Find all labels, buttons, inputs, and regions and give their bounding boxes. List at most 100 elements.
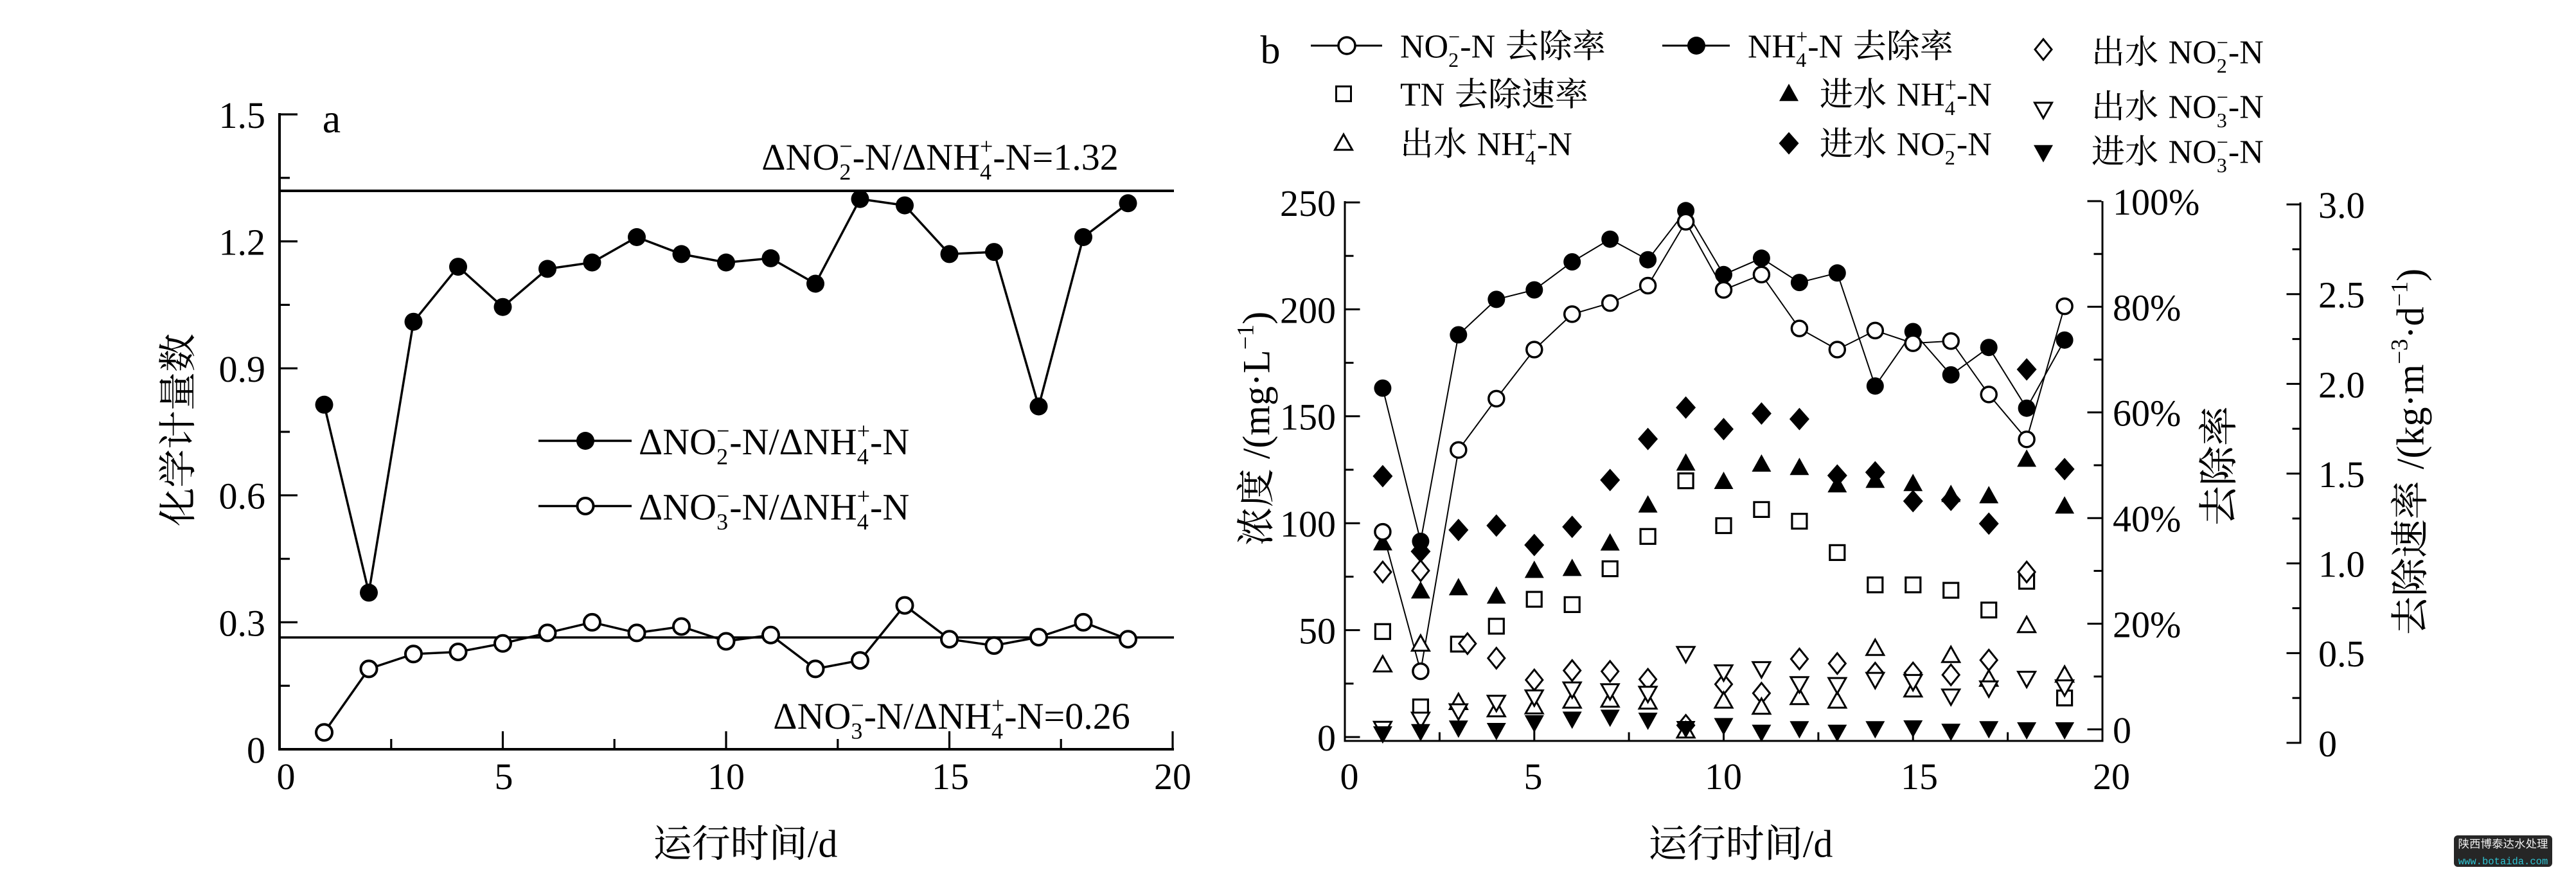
svg-text:-N=0.26: -N=0.26: [1004, 695, 1130, 737]
svg-text:NO: NO: [2169, 89, 2217, 126]
svg-text:+: +: [1945, 73, 1957, 96]
svg-text:2: 2: [2217, 54, 2227, 77]
svg-text:-N: -N: [1957, 77, 1992, 114]
svg-text:−: −: [716, 418, 729, 444]
svg-text:1.5: 1.5: [219, 94, 266, 136]
svg-text:1.2: 1.2: [219, 222, 266, 263]
svg-text:b: b: [1261, 28, 1281, 72]
svg-text:-N: -N: [2228, 134, 2264, 171]
svg-text:ΔNO: ΔNO: [639, 421, 716, 463]
svg-text:−: −: [716, 483, 729, 509]
svg-text:NH: NH: [1477, 127, 1525, 163]
svg-text:-N: -N: [2228, 89, 2264, 126]
svg-text:+: +: [857, 483, 870, 509]
svg-text:10: 10: [1705, 756, 1742, 797]
svg-text:40%: 40%: [2113, 498, 2181, 540]
svg-text:100: 100: [1280, 503, 1336, 545]
svg-text:+: +: [991, 693, 1004, 718]
svg-text:0: 0: [1317, 717, 1336, 759]
svg-text:NH: NH: [1897, 77, 1945, 114]
svg-text:): ): [2390, 269, 2432, 281]
svg-text:0.3: 0.3: [219, 602, 266, 644]
svg-text:−1: −1: [2386, 281, 2413, 307]
svg-text:+: +: [1796, 25, 1808, 48]
svg-text:TN: TN: [1400, 77, 1444, 114]
svg-text:5: 5: [495, 756, 513, 797]
svg-text:-N: -N: [1460, 29, 1495, 66]
svg-text:-N: -N: [870, 486, 909, 528]
svg-text:−: −: [839, 134, 852, 159]
svg-text:-N: -N: [870, 421, 909, 463]
svg-text:20: 20: [2093, 756, 2130, 797]
svg-text:2.5: 2.5: [2318, 274, 2365, 316]
svg-text:NO: NO: [1897, 127, 1945, 163]
svg-text:-N=1.32: -N=1.32: [993, 136, 1118, 178]
svg-text:): ): [1236, 312, 1278, 325]
svg-text:-N: -N: [1957, 127, 1992, 163]
svg-text:100%: 100%: [2113, 181, 2199, 223]
svg-text:−1: −1: [1232, 325, 1259, 350]
svg-text:4: 4: [991, 718, 1003, 744]
svg-text:-N: -N: [2228, 35, 2264, 71]
svg-text:0.5: 0.5: [2318, 633, 2365, 675]
svg-text:+: +: [1525, 123, 1537, 146]
svg-text:a: a: [323, 96, 341, 141]
svg-text:10: 10: [707, 756, 745, 797]
svg-text:+: +: [980, 134, 993, 159]
svg-text:-N/ΔNH: -N/ΔNH: [864, 695, 991, 737]
svg-text:0: 0: [277, 756, 296, 797]
svg-text:4: 4: [857, 444, 869, 470]
svg-text:2.0: 2.0: [2318, 364, 2365, 405]
svg-text:·d: ·d: [2390, 307, 2432, 339]
svg-text:NO: NO: [2169, 134, 2217, 171]
svg-text:−: −: [2217, 31, 2228, 54]
svg-text:−: −: [2217, 85, 2228, 109]
svg-text:4: 4: [1796, 48, 1806, 71]
svg-text:−3: −3: [2386, 339, 2413, 364]
svg-text:0: 0: [2113, 709, 2131, 751]
svg-text:ΔNO: ΔNO: [773, 695, 851, 737]
svg-text:ΔNO: ΔNO: [639, 486, 716, 528]
svg-text:15: 15: [932, 756, 969, 797]
svg-text:0.6: 0.6: [219, 476, 266, 517]
svg-text:/d: /d: [808, 823, 838, 866]
svg-text:0: 0: [1340, 756, 1359, 797]
svg-text:4: 4: [980, 159, 991, 185]
svg-text:80%: 80%: [2113, 287, 2181, 328]
svg-text:3: 3: [2217, 154, 2227, 177]
svg-text:ΔNO: ΔNO: [761, 136, 839, 178]
svg-text:-N/ΔNH: -N/ΔNH: [729, 421, 857, 463]
svg-text:2: 2: [716, 444, 728, 470]
svg-text:5: 5: [1524, 756, 1543, 797]
svg-text:-N/ΔNH: -N/ΔNH: [853, 136, 980, 178]
svg-text:NO: NO: [1400, 29, 1448, 66]
svg-text:4: 4: [1945, 96, 1955, 120]
svg-text:20%: 20%: [2113, 604, 2181, 646]
svg-text:2: 2: [839, 159, 851, 185]
svg-text:1.0: 1.0: [2318, 544, 2365, 585]
svg-text:−: −: [1448, 25, 1460, 48]
svg-text:-N: -N: [1808, 29, 1843, 66]
svg-text:-N: -N: [1537, 127, 1572, 163]
svg-text:3.0: 3.0: [2318, 184, 2365, 226]
svg-text:1.5: 1.5: [2318, 454, 2365, 495]
svg-text:−: −: [851, 693, 864, 718]
svg-text:/(mg·L: /(mg·L: [1236, 350, 1278, 459]
svg-text:20: 20: [1154, 756, 1191, 797]
svg-text:NO: NO: [2169, 35, 2217, 71]
svg-text:-N/ΔNH: -N/ΔNH: [729, 486, 857, 528]
svg-text:3: 3: [2217, 109, 2227, 132]
svg-text:NH: NH: [1748, 29, 1796, 66]
svg-text:15: 15: [1901, 756, 1938, 797]
svg-text:3: 3: [716, 509, 728, 535]
svg-text:www.botaida.com: www.botaida.com: [2458, 856, 2548, 868]
svg-text:50: 50: [1299, 610, 1336, 652]
svg-text:60%: 60%: [2113, 393, 2181, 434]
svg-text:/d: /d: [1803, 823, 1833, 866]
svg-text:0.9: 0.9: [219, 348, 266, 390]
svg-text:0: 0: [247, 729, 265, 771]
svg-text:250: 250: [1280, 182, 1336, 224]
svg-text:0: 0: [2318, 723, 2337, 765]
svg-text:200: 200: [1280, 289, 1336, 331]
svg-text:150: 150: [1280, 396, 1336, 438]
